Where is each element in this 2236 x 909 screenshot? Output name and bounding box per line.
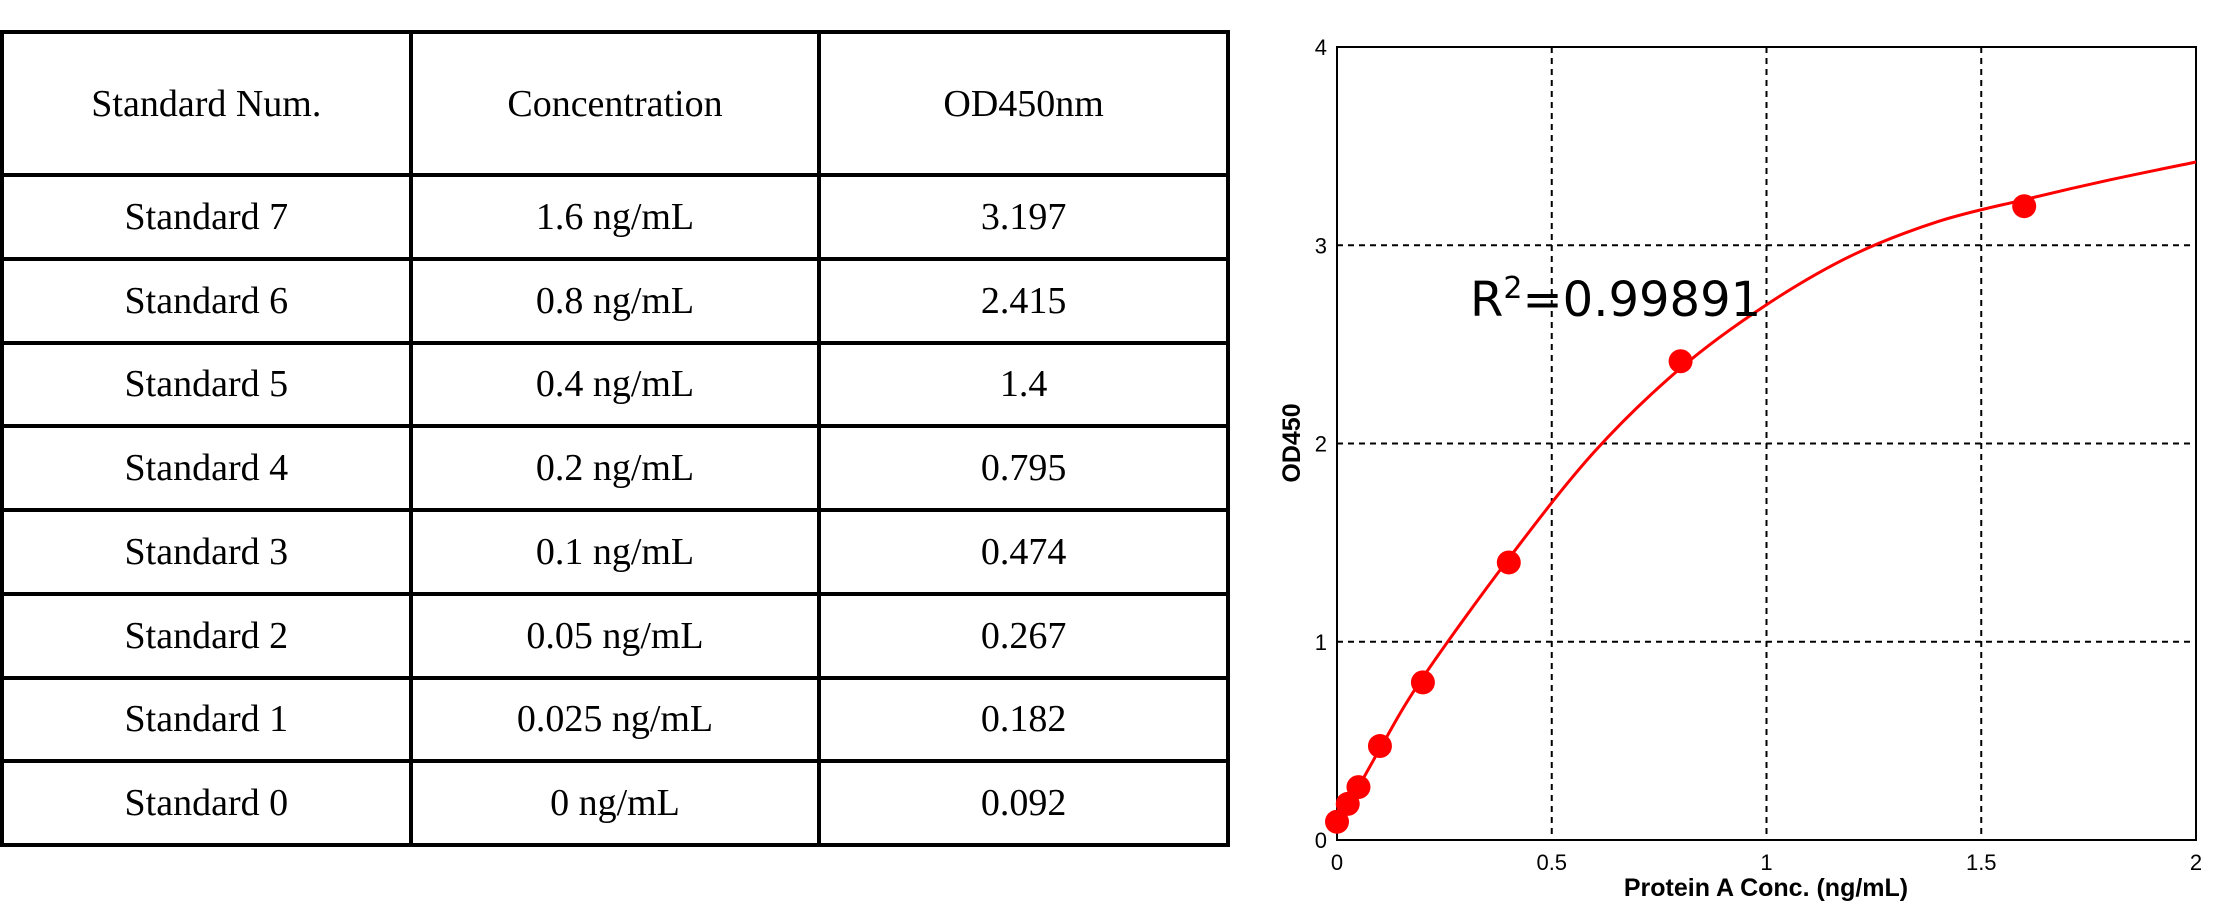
cell-standard: Standard 4 (0, 424, 413, 512)
cell-concentration: 0.05 ng/mL (408, 591, 822, 680)
table-header-row: Standard Num. Concentration OD450nm (0, 30, 1230, 177)
r-squared-value: =0.99891 (1522, 272, 1761, 328)
table-row: Standard 7 1.6 ng/mL 3.197 (0, 173, 1230, 261)
x-tick-label: 0 (1331, 850, 1343, 875)
table-row: Standard 0 0 ng/mL 0.092 (0, 759, 1230, 847)
cell-standard: Standard 2 (0, 591, 413, 680)
data-point (2012, 194, 2037, 219)
col-header-concentration: Concentration (408, 30, 822, 177)
x-tick-label: 2 (2190, 850, 2202, 875)
data-point (1496, 550, 1521, 575)
y-axis-label: OD450 (1278, 403, 1306, 482)
cell-standard: Standard 1 (0, 675, 413, 764)
cell-standard: Standard 7 (0, 173, 413, 261)
table-row: Standard 6 0.8 ng/mL 2.415 (0, 256, 1230, 345)
y-tick-label: 1 (1315, 630, 1327, 655)
y-tick-label: 4 (1315, 35, 1327, 60)
table-row: Standard 5 0.4 ng/mL 1.4 (0, 340, 1230, 429)
cell-concentration: 0.1 ng/mL (408, 508, 822, 596)
cell-concentration: 0.2 ng/mL (408, 424, 822, 512)
cell-concentration: 1.6 ng/mL (408, 173, 822, 261)
data-point (1346, 775, 1371, 800)
cell-concentration: 0.8 ng/mL (408, 256, 822, 345)
cell-concentration: 0.025 ng/mL (408, 675, 822, 764)
r-squared-base: R (1470, 272, 1503, 328)
data-point (1668, 349, 1693, 374)
cell-standard: Standard 5 (0, 340, 413, 429)
cell-od450: 1.4 (817, 340, 1230, 429)
plot-frame (1336, 46, 2197, 841)
cell-od450: 0.092 (817, 759, 1230, 847)
cell-od450: 0.795 (817, 424, 1230, 512)
standards-table: Standard Num. Concentration OD450nm Stan… (0, 30, 1230, 847)
table-row: Standard 2 0.05 ng/mL 0.267 (0, 591, 1230, 680)
cell-od450: 0.267 (817, 591, 1230, 680)
col-header-standard: Standard Num. (0, 30, 413, 177)
cell-concentration: 0.4 ng/mL (408, 340, 822, 429)
data-points (1325, 194, 2037, 834)
data-point (1367, 734, 1392, 759)
table-row: Standard 1 0.025 ng/mL 0.182 (0, 675, 1230, 764)
y-tick-label: 2 (1315, 432, 1327, 457)
data-point (1410, 670, 1435, 695)
data-point (1325, 809, 1349, 834)
col-header-od450: OD450nm (817, 30, 1230, 177)
cell-od450: 2.415 (817, 256, 1230, 345)
r-squared-annotation: R2=0.99891 (1470, 271, 1761, 328)
table-row: Standard 3 0.1 ng/mL 0.474 (0, 508, 1230, 596)
grid-lines (1337, 47, 2196, 840)
y-tick-label: 3 (1315, 233, 1327, 258)
cell-standard: Standard 3 (0, 508, 413, 596)
x-tick-label: 0.5 (1536, 850, 1567, 875)
y-tick-labels: 0 1 2 3 4 (1315, 35, 1327, 853)
cell-standard: Standard 0 (0, 759, 413, 847)
cell-od450: 3.197 (817, 173, 1230, 261)
cell-standard: Standard 6 (0, 256, 413, 345)
x-tick-label: 1.5 (1966, 850, 1997, 875)
x-axis-label: Protein A Conc. (ng/mL) (1624, 874, 1908, 902)
x-tick-labels: 0 0.5 1 1.5 2 (1331, 850, 2202, 875)
cell-concentration: 0 ng/mL (408, 759, 822, 847)
cell-od450: 0.474 (817, 508, 1230, 596)
cell-od450: 0.182 (817, 675, 1230, 764)
table-row: Standard 4 0.2 ng/mL 0.795 (0, 424, 1230, 512)
y-tick-label: 0 (1315, 828, 1327, 853)
x-tick-label: 1 (1760, 850, 1772, 875)
r-squared-superscript: 2 (1503, 271, 1522, 306)
